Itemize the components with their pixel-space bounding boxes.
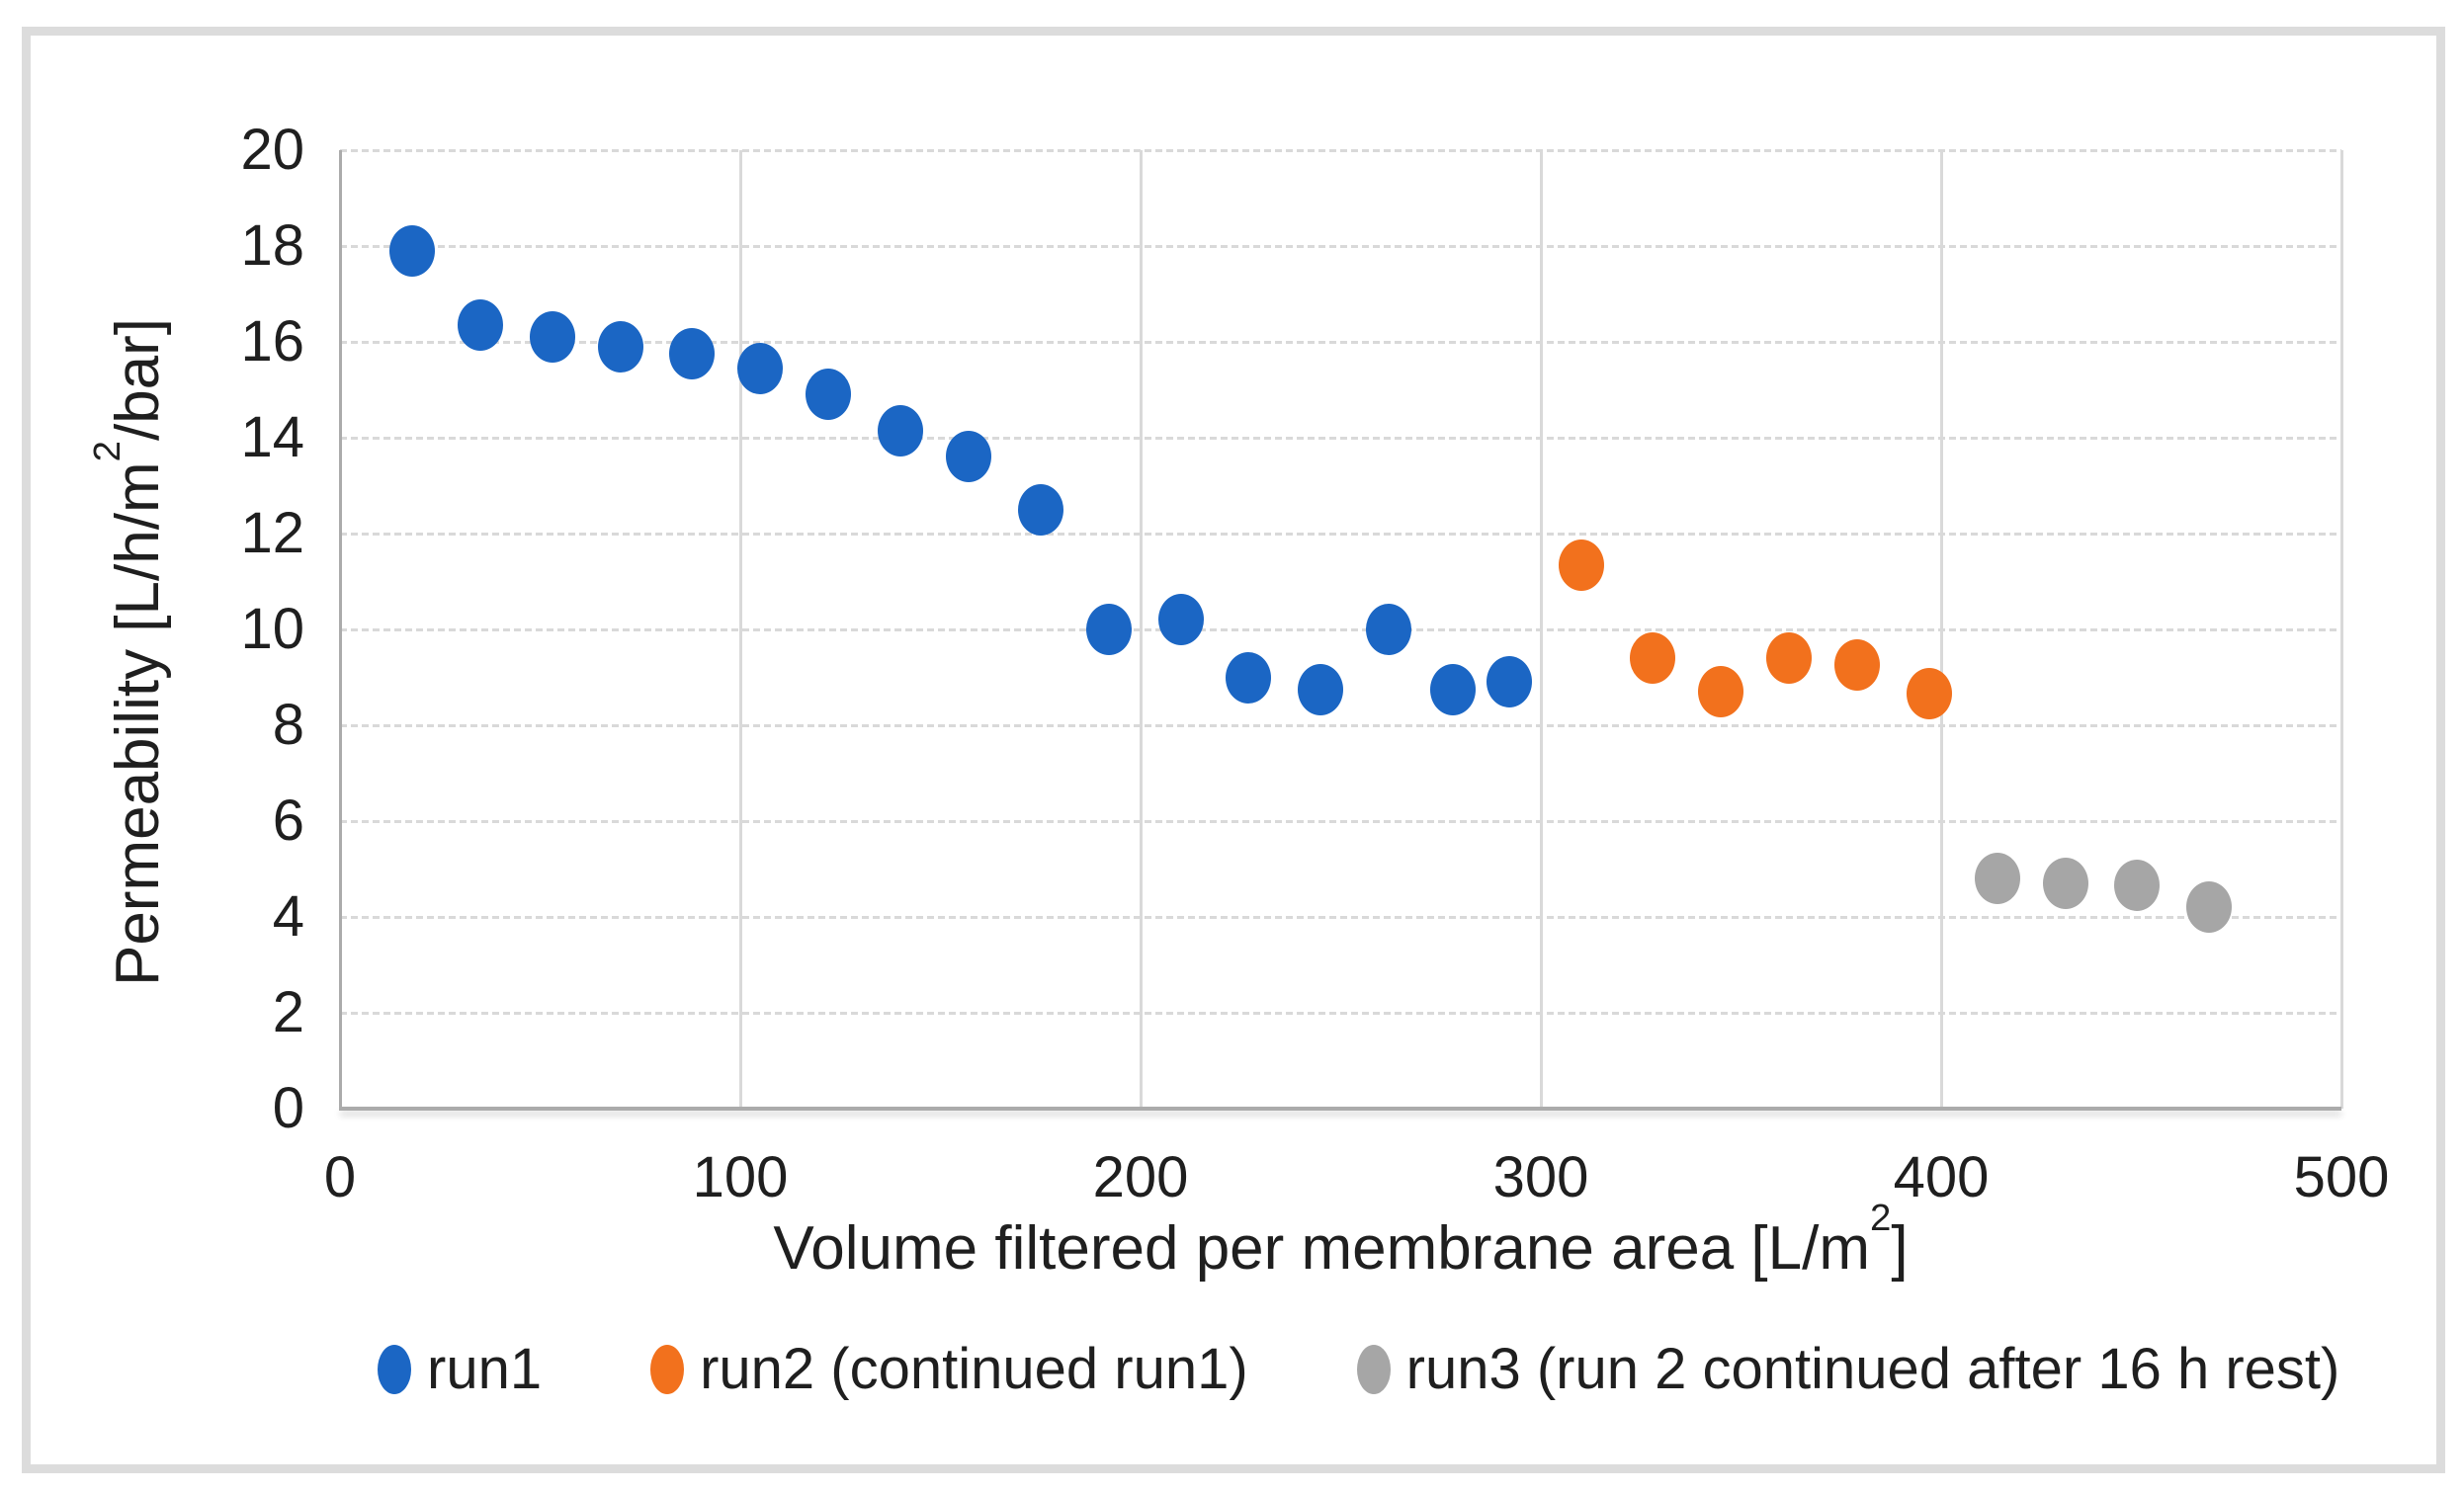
y-tick-label: 6 [272,788,304,853]
y-gridline [340,436,2341,440]
y-gridline [340,723,2341,727]
x-gridline [2339,150,2343,1109]
x-tick-label: 0 [323,1145,357,1209]
x-tick-label: 200 [1092,1145,1189,1209]
legend-marker-run3-icon [1356,1345,1391,1394]
legend: run1 run2 (continued run1) run3 (run 2 con… [378,1332,2339,1407]
y-gridline [340,148,2341,152]
y-tick-label: 10 [240,597,304,661]
data-point-run1 [945,431,991,483]
y-gridline [340,244,2341,248]
y-gridline [340,819,2341,823]
legend-marker-run1-icon [378,1345,411,1394]
x-tick-label: 400 [1893,1145,1990,1209]
data-point-run1 [1085,604,1132,655]
legend-item-run2: run2 (continued run1) [650,1332,1248,1407]
data-point-run1 [1429,663,1476,715]
y-tick-label: 20 [240,118,304,182]
data-point-run2 [1558,539,1604,591]
data-point-run1 [457,299,503,352]
legend-label-run2: run2 (continued run1) [700,1337,1248,1401]
data-point-run3 [2186,881,2233,934]
data-point-run1 [1298,663,1344,715]
y-gridline [340,915,2341,919]
y-tick-label: 8 [272,693,304,757]
data-point-run1 [529,311,575,364]
y-tick-label: 2 [272,980,304,1044]
y-gridline [340,627,2341,631]
data-point-run3 [2042,858,2088,910]
data-point-run1 [1017,483,1063,536]
legend-item-run1: run1 [378,1332,542,1407]
legend-item-run3: run3 (run 2 continued after 16 h rest) [1356,1332,2340,1407]
data-point-run1 [597,320,643,373]
data-point-run1 [737,342,784,394]
data-point-run1 [1157,594,1204,646]
y-tick-label: 16 [240,309,304,374]
y-tick-label: 18 [240,213,304,278]
legend-marker-run2-icon [650,1345,685,1394]
y-tick-label: 0 [272,1076,304,1140]
legend-label-run1: run1 [427,1337,543,1401]
y-axis-line [338,150,342,1111]
x-axis-title: Volume filtered per membrane area [L/m2] [773,1197,1909,1283]
data-point-run2 [1906,668,1952,720]
data-point-run1 [669,328,716,380]
y-tick-label: 14 [240,405,304,469]
data-point-run3 [1974,853,2020,905]
data-point-run2 [1833,639,1880,692]
data-point-run1 [1226,651,1272,704]
data-point-run2 [1698,666,1744,718]
chart-outer-border [22,27,2445,1473]
data-point-run1 [1366,604,1412,655]
data-point-run3 [2114,860,2161,912]
y-gridline [340,1011,2341,1015]
data-point-run2 [1630,632,1676,685]
x-tick-label: 300 [1492,1145,1589,1209]
data-point-run2 [1766,632,1813,685]
y-gridline [340,340,2341,344]
data-point-run1 [806,369,852,421]
data-point-run1 [1486,656,1532,708]
y-gridline [340,532,2341,536]
x-tick-label: 500 [2293,1145,2390,1209]
x-tick-label: 100 [692,1145,789,1209]
y-tick-label: 4 [272,884,304,949]
y-tick-label: 12 [240,501,304,565]
x-axis-line [340,1107,2341,1111]
legend-label-run3: run3 (run 2 continued after 16 h rest) [1405,1337,2340,1401]
data-point-run1 [388,224,435,277]
data-point-run1 [878,404,923,456]
